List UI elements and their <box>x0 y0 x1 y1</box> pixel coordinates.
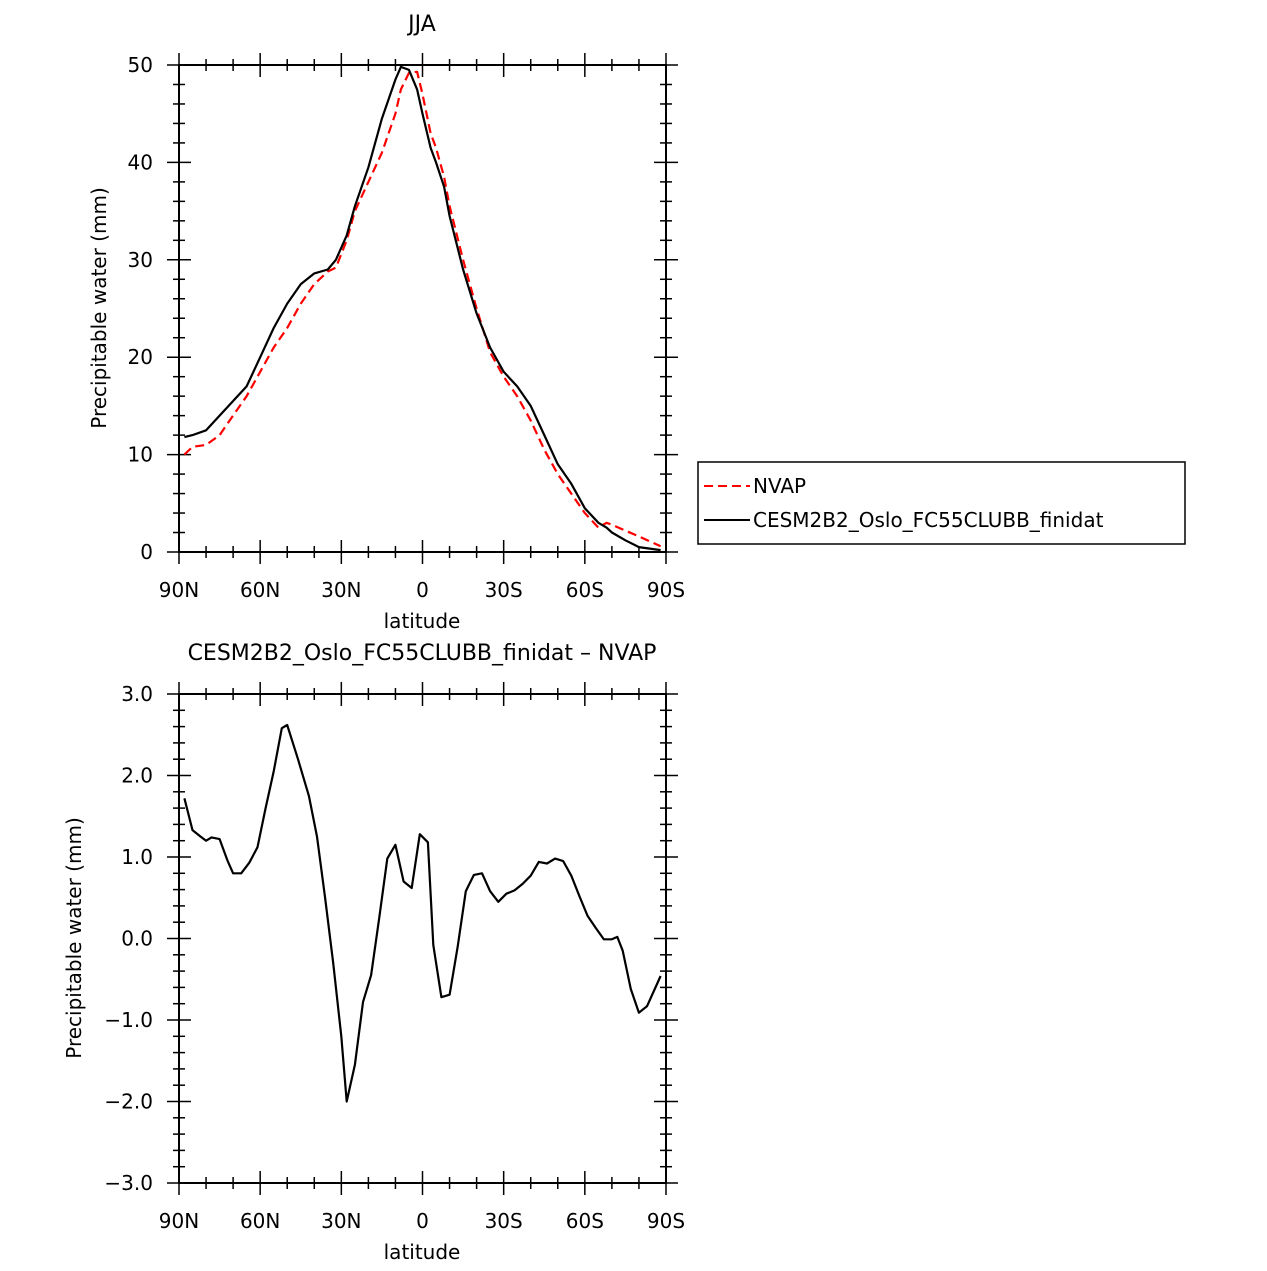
legend: NVAP CESM2B2_Oslo_FC55CLUBB_finidat <box>697 461 1186 545</box>
panel-bottom: CESM2B2_Oslo_FC55CLUBB_finidat – NVAP −3… <box>62 641 685 1264</box>
y-tick-label: −2.0 <box>104 1090 153 1114</box>
panel-top-ticks <box>167 53 678 564</box>
x-tick-label: 0 <box>416 1209 429 1233</box>
x-tick-label: 90N <box>159 578 199 602</box>
panel-bottom-plot-area <box>183 723 662 1103</box>
y-tick-label: 2.0 <box>121 764 153 788</box>
y-tick-label: 10 <box>128 443 153 467</box>
series-line-difference <box>183 723 662 1103</box>
panel-bottom-x-axis-label: latitude <box>384 1240 461 1264</box>
x-tick-label: 30S <box>485 578 523 602</box>
x-tick-label: 60N <box>240 1209 280 1233</box>
legend-model-label: CESM2B2_Oslo_FC55CLUBB_finidat <box>753 508 1104 532</box>
panel-bottom-ticks <box>167 682 678 1195</box>
panel-top-x-tick-labels: 90N 60N 30N 0 30S 60S 90S <box>159 578 685 602</box>
legend-nvap-label: NVAP <box>753 474 806 498</box>
panel-top-y-tick-labels: 0 10 20 30 40 50 <box>128 53 153 564</box>
x-tick-label: 90S <box>647 578 685 602</box>
panel-top-title: JJA <box>406 12 436 37</box>
x-tick-label: 90S <box>647 1209 685 1233</box>
panel-bottom-x-tick-labels: 90N 60N 30N 0 30S 60S 90S <box>159 1209 685 1233</box>
x-tick-label: 30S <box>485 1209 523 1233</box>
y-tick-label: 30 <box>128 248 153 272</box>
panel-top-y-axis-label: Precipitable water (mm) <box>87 187 111 429</box>
panel-top: JJA 0 10 20 30 40 50 90N 60N 30N 0 30S 60S 90S lati… <box>87 12 685 633</box>
x-tick-label: 90N <box>159 1209 199 1233</box>
series-line-nvap <box>183 70 662 548</box>
panel-top-x-axis-label: latitude <box>384 609 461 633</box>
y-tick-label: 0.0 <box>121 927 153 951</box>
y-tick-label: 50 <box>128 53 153 77</box>
y-tick-label: 20 <box>128 345 153 369</box>
panel-bottom-y-axis-label: Precipitable water (mm) <box>62 817 86 1059</box>
x-tick-label: 60S <box>566 1209 604 1233</box>
x-tick-label: 60S <box>566 578 604 602</box>
y-tick-label: 3.0 <box>121 682 153 706</box>
panel-top-frame <box>178 64 667 553</box>
y-tick-label: −1.0 <box>104 1008 153 1032</box>
y-tick-label: 1.0 <box>121 845 153 869</box>
series-line-cesm2b2-oslo-fc55clubb-finidat <box>184 65 661 552</box>
y-tick-label: −3.0 <box>104 1171 153 1195</box>
panel-bottom-title: CESM2B2_Oslo_FC55CLUBB_finidat – NVAP <box>188 641 657 666</box>
x-tick-label: 0 <box>416 578 429 602</box>
x-tick-label: 30N <box>321 1209 361 1233</box>
panel-top-plot-area <box>183 65 662 552</box>
y-tick-label: 0 <box>140 540 153 564</box>
panel-bottom-frame <box>178 693 667 1184</box>
x-tick-label: 30N <box>321 578 361 602</box>
x-tick-label: 60N <box>240 578 280 602</box>
y-tick-label: 40 <box>128 150 153 174</box>
panel-bottom-y-tick-labels: −3.0 −2.0 −1.0 0.0 1.0 2.0 3.0 <box>104 682 153 1195</box>
legend-box <box>697 461 1186 545</box>
